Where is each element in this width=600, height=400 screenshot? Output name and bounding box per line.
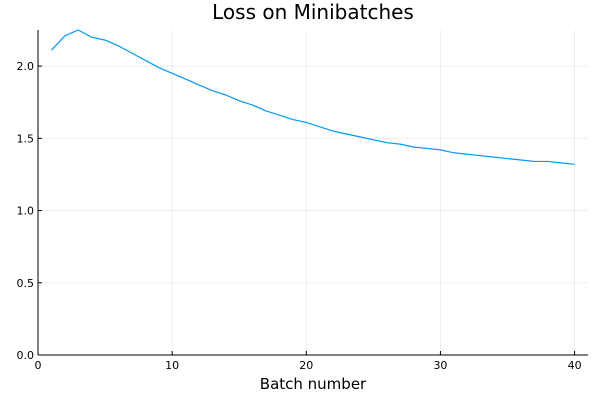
ticks: 0 10 20 30 40 0.0 0.5 1.0 1.5 2.0: [17, 60, 582, 372]
chart-title: Loss on Minibatches: [212, 0, 414, 24]
x-tick-label: 30: [433, 359, 447, 372]
y-tick-label: 1.5: [17, 132, 35, 145]
x-tick-label: 0: [35, 359, 42, 372]
series: [50, 29, 575, 165]
loss-series-line: [50, 29, 575, 165]
y-tick-label: 0.0: [17, 349, 35, 362]
y-tick-label: 1.0: [17, 205, 35, 218]
y-tick-label: 0.5: [17, 277, 35, 290]
x-axis-label: Batch number: [260, 375, 367, 393]
grid: [37, 30, 588, 356]
x-tick-label: 10: [165, 359, 179, 372]
x-tick-label: 40: [568, 359, 582, 372]
axes: [37, 30, 588, 356]
y-tick-label: 2.0: [17, 60, 35, 73]
x-tick-label: 20: [299, 359, 313, 372]
